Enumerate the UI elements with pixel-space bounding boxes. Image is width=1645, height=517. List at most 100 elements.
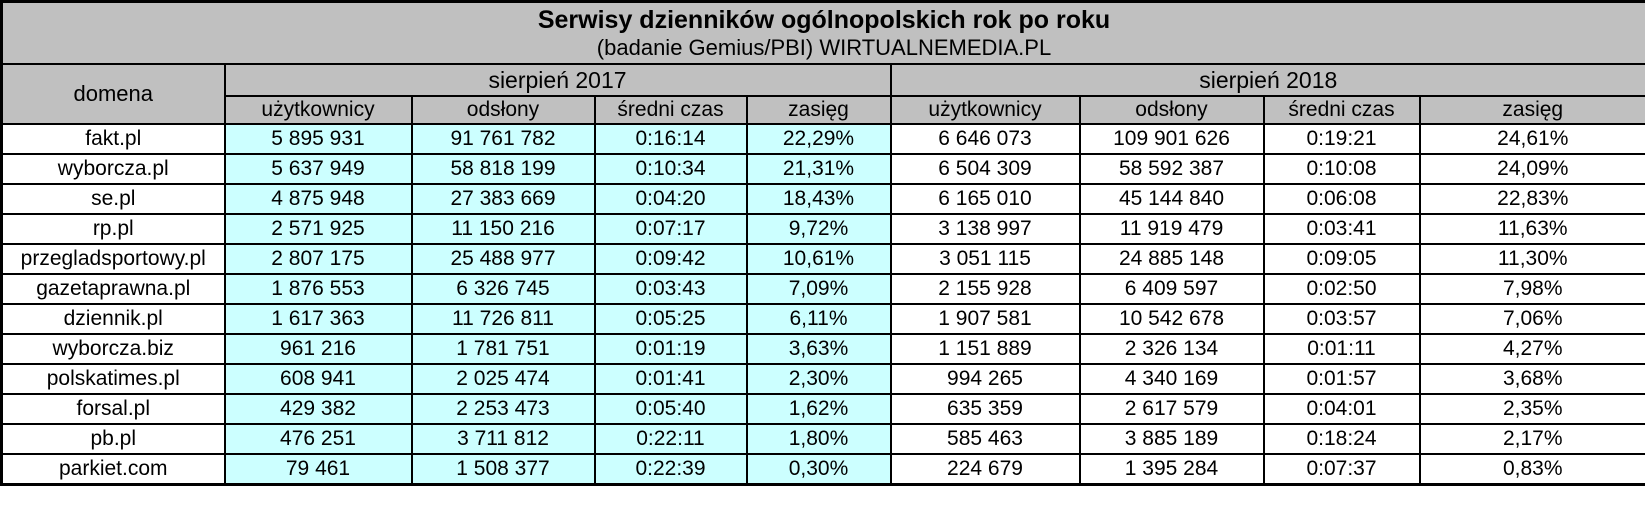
table-row: forsal.pl 429 382 2 253 473 0:05:40 1,62… xyxy=(0,393,1645,425)
avg-time-2017-cell: 0:04:20 xyxy=(593,183,748,215)
table-row: polskatimes.pl 608 941 2 025 474 0:01:41… xyxy=(0,363,1645,395)
users-2018-cell: 6 646 073 xyxy=(889,123,1081,155)
users-2018-cell: 2 155 928 xyxy=(889,273,1081,305)
pageviews-2018-cell: 10 542 678 xyxy=(1078,303,1265,335)
domain-cell: forsal.pl xyxy=(0,393,226,425)
reach-2017-cell: 22,29% xyxy=(745,123,892,155)
table-title: Serwisy dzienników ogólnopolskich rok po… xyxy=(537,6,1111,34)
users-2017-cell: 4 875 948 xyxy=(223,183,413,215)
avg-time-2018-cell: 0:18:24 xyxy=(1262,423,1421,455)
reach-2018-cell: 2,35% xyxy=(1418,393,1645,425)
column-group-sierpien-2017: sierpień 2017 xyxy=(223,63,892,97)
users-2017-cell: 5 895 931 xyxy=(223,123,413,155)
column-group-sierpien-2018: sierpień 2018 xyxy=(889,63,1645,97)
newspaper-sites-table: Serwisy dzienników ogólnopolskich rok po… xyxy=(0,0,1645,486)
users-2018-cell: 994 265 xyxy=(889,363,1081,395)
table-title-cell: Serwisy dzienników ogólnopolskich rok po… xyxy=(0,0,1645,65)
column-header-odslony-2017: odsłony xyxy=(410,95,596,125)
users-2018-cell: 3 051 115 xyxy=(889,243,1081,275)
users-2017-cell: 2 807 175 xyxy=(223,243,413,275)
reach-2018-cell: 3,68% xyxy=(1418,363,1645,395)
table-row: wyborcza.biz 961 216 1 781 751 0:01:19 3… xyxy=(0,333,1645,365)
column-header-uzytkownicy-2017: użytkownicy xyxy=(223,95,413,125)
pageviews-2017-cell: 58 818 199 xyxy=(410,153,596,185)
table-row: se.pl 4 875 948 27 383 669 0:04:20 18,43… xyxy=(0,183,1645,215)
reach-2018-cell: 24,09% xyxy=(1418,153,1645,185)
domain-cell: wyborcza.biz xyxy=(0,333,226,365)
users-2017-cell: 961 216 xyxy=(223,333,413,365)
pageviews-2018-cell: 58 592 387 xyxy=(1078,153,1265,185)
domain-cell: przegladsportowy.pl xyxy=(0,243,226,275)
avg-time-2018-cell: 0:03:57 xyxy=(1262,303,1421,335)
column-header-zasieg-2017: zasięg xyxy=(745,95,892,125)
column-group-row: domena sierpień 2017 sierpień 2018 xyxy=(0,63,1645,125)
domain-cell: gazetaprawna.pl xyxy=(0,273,226,305)
users-2017-cell: 476 251 xyxy=(223,423,413,455)
reach-2018-cell: 24,61% xyxy=(1418,123,1645,155)
avg-time-2017-cell: 0:07:17 xyxy=(593,213,748,245)
reach-2018-cell: 22,83% xyxy=(1418,183,1645,215)
pageviews-2017-cell: 27 383 669 xyxy=(410,183,596,215)
reach-2017-cell: 9,72% xyxy=(745,213,892,245)
pageviews-2018-cell: 24 885 148 xyxy=(1078,243,1265,275)
users-2017-cell: 429 382 xyxy=(223,393,413,425)
pageviews-2018-cell: 1 395 284 xyxy=(1078,453,1265,485)
pageviews-2018-cell: 11 919 479 xyxy=(1078,213,1265,245)
users-2018-cell: 6 165 010 xyxy=(889,183,1081,215)
avg-time-2017-cell: 0:01:41 xyxy=(593,363,748,395)
column-header-domena: domena xyxy=(0,63,226,125)
domain-cell: rp.pl xyxy=(0,213,226,245)
pageviews-2018-cell: 2 617 579 xyxy=(1078,393,1265,425)
avg-time-2017-cell: 0:05:25 xyxy=(593,303,748,335)
users-2018-cell: 6 504 309 xyxy=(889,153,1081,185)
pageviews-2017-cell: 2 253 473 xyxy=(410,393,596,425)
domain-cell: polskatimes.pl xyxy=(0,363,226,395)
reach-2017-cell: 7,09% xyxy=(745,273,892,305)
users-2018-cell: 1 151 889 xyxy=(889,333,1081,365)
reach-2017-cell: 21,31% xyxy=(745,153,892,185)
table-row: dziennik.pl 1 617 363 11 726 811 0:05:25… xyxy=(0,303,1645,335)
table-row: fakt.pl 5 895 931 91 761 782 0:16:14 22,… xyxy=(0,123,1645,155)
reach-2017-cell: 1,62% xyxy=(745,393,892,425)
table-row: parkiet.com 79 461 1 508 377 0:22:39 0,3… xyxy=(0,453,1645,485)
pageviews-2018-cell: 4 340 169 xyxy=(1078,363,1265,395)
users-2017-cell: 79 461 xyxy=(223,453,413,485)
avg-time-2017-cell: 0:09:42 xyxy=(593,243,748,275)
reach-2017-cell: 18,43% xyxy=(745,183,892,215)
metric-header-row: użytkownicy odsłony średni czas zasięg u… xyxy=(2,95,1645,125)
column-header-odslony-2018: odsłony xyxy=(1078,95,1265,125)
domain-cell: fakt.pl xyxy=(0,123,226,155)
pageviews-2017-cell: 1 781 751 xyxy=(410,333,596,365)
table-row: przegladsportowy.pl 2 807 175 25 488 977… xyxy=(0,243,1645,275)
avg-time-2018-cell: 0:01:11 xyxy=(1262,333,1421,365)
table-row: gazetaprawna.pl 1 876 553 6 326 745 0:03… xyxy=(0,273,1645,305)
domain-cell: wyborcza.pl xyxy=(0,153,226,185)
table-row: pb.pl 476 251 3 711 812 0:22:11 1,80% 58… xyxy=(0,423,1645,455)
users-2017-cell: 608 941 xyxy=(223,363,413,395)
reach-2017-cell: 1,80% xyxy=(745,423,892,455)
pageviews-2018-cell: 45 144 840 xyxy=(1078,183,1265,215)
avg-time-2017-cell: 0:16:14 xyxy=(593,123,748,155)
avg-time-2017-cell: 0:10:34 xyxy=(593,153,748,185)
users-2017-cell: 1 876 553 xyxy=(223,273,413,305)
pageviews-2017-cell: 1 508 377 xyxy=(410,453,596,485)
domain-cell: se.pl xyxy=(0,183,226,215)
users-2017-cell: 1 617 363 xyxy=(223,303,413,335)
pageviews-2018-cell: 3 885 189 xyxy=(1078,423,1265,455)
column-header-uzytkownicy-2018: użytkownicy xyxy=(889,95,1081,125)
avg-time-2018-cell: 0:04:01 xyxy=(1262,393,1421,425)
avg-time-2018-cell: 0:19:21 xyxy=(1262,123,1421,155)
avg-time-2018-cell: 0:03:41 xyxy=(1262,213,1421,245)
reach-2018-cell: 4,27% xyxy=(1418,333,1645,365)
column-header-zasieg-2018: zasięg xyxy=(1418,95,1645,125)
pageviews-2017-cell: 3 711 812 xyxy=(410,423,596,455)
table-row: wyborcza.pl 5 637 949 58 818 199 0:10:34… xyxy=(0,153,1645,185)
avg-time-2017-cell: 0:03:43 xyxy=(593,273,748,305)
users-2018-cell: 1 907 581 xyxy=(889,303,1081,335)
users-2017-cell: 2 571 925 xyxy=(223,213,413,245)
reach-2018-cell: 7,06% xyxy=(1418,303,1645,335)
users-2018-cell: 585 463 xyxy=(889,423,1081,455)
avg-time-2018-cell: 0:01:57 xyxy=(1262,363,1421,395)
reach-2017-cell: 3,63% xyxy=(745,333,892,365)
avg-time-2018-cell: 0:10:08 xyxy=(1262,153,1421,185)
